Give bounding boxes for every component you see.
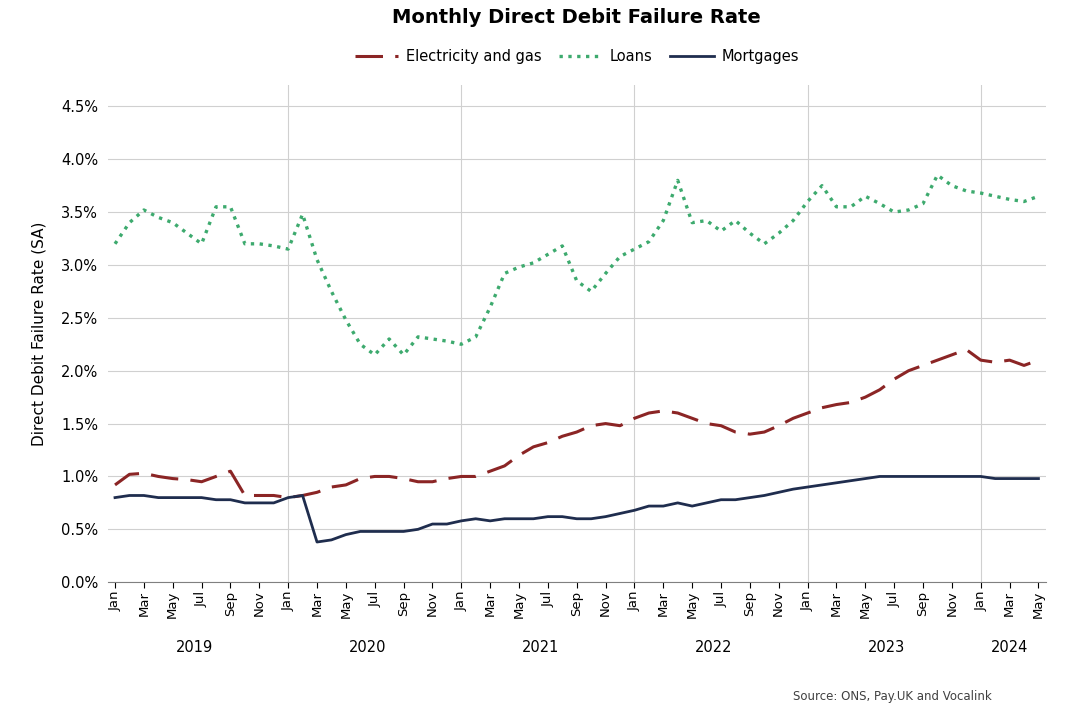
Text: Source: ONS, Pay.UK and Vocalink: Source: ONS, Pay.UK and Vocalink	[793, 690, 992, 703]
Electricity and gas	[512, 451, 525, 459]
Loans	[1032, 192, 1045, 200]
Loans	[109, 239, 122, 248]
Mortgages	[599, 513, 612, 521]
Electricity and gas	[109, 481, 122, 489]
Y-axis label: Direct Debit Failure Rate (SA): Direct Debit Failure Rate (SA)	[32, 222, 47, 446]
Line: Loans: Loans	[115, 175, 1038, 355]
Mortgages	[1004, 474, 1017, 483]
Mortgages	[109, 493, 122, 502]
Loans	[397, 351, 410, 359]
Mortgages	[310, 537, 323, 546]
Electricity and gas	[599, 420, 612, 428]
Electricity and gas	[1032, 356, 1045, 364]
Loans	[931, 171, 944, 180]
Legend: Electricity and gas, Loans, Mortgages: Electricity and gas, Loans, Mortgages	[349, 43, 804, 70]
Mortgages	[1032, 474, 1045, 483]
Mortgages	[397, 528, 410, 536]
Electricity and gas	[340, 481, 353, 489]
Electricity and gas	[281, 493, 294, 502]
Electricity and gas	[959, 345, 972, 354]
Loans	[512, 263, 525, 271]
Line: Mortgages: Mortgages	[115, 476, 1038, 542]
Electricity and gas	[1004, 356, 1017, 364]
Electricity and gas	[916, 361, 929, 370]
Loans	[599, 269, 612, 278]
Mortgages	[873, 472, 886, 481]
Loans	[916, 200, 929, 208]
Mortgages	[512, 515, 525, 523]
Title: Monthly Direct Debit Failure Rate: Monthly Direct Debit Failure Rate	[392, 8, 761, 27]
Loans	[1004, 195, 1017, 204]
Line: Electricity and gas: Electricity and gas	[115, 349, 1038, 498]
Mortgages	[340, 530, 353, 539]
Electricity and gas	[397, 474, 410, 483]
Loans	[324, 287, 337, 295]
Mortgages	[931, 472, 944, 481]
Loans	[369, 351, 382, 359]
